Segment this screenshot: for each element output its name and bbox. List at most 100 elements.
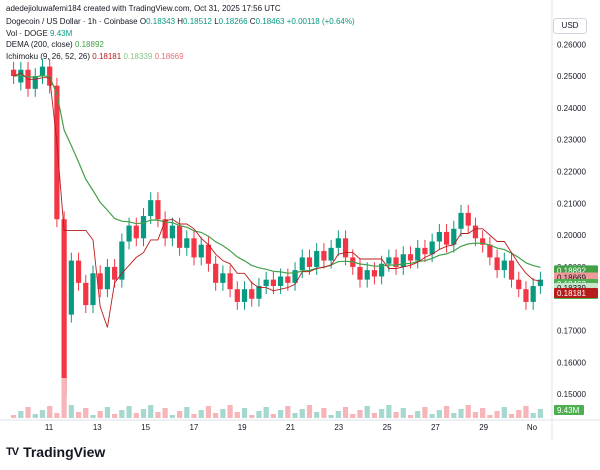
- candle-body: [155, 200, 161, 220]
- y-tick-label: 0.24000: [557, 104, 586, 113]
- volume-bar: [357, 410, 363, 418]
- ichimoku-value-3: 0.18669: [154, 51, 184, 61]
- y-tick-label: 0.23000: [557, 136, 586, 145]
- x-tick-label: 21: [286, 423, 295, 432]
- candle-body: [393, 257, 399, 267]
- candle-body: [537, 279, 543, 287]
- low-value: 0.18266: [218, 17, 248, 26]
- volume-bar: [256, 411, 262, 418]
- candle-body: [54, 85, 60, 220]
- candle-body: [314, 251, 320, 267]
- volume-label[interactable]: Vol · DOGE: [6, 28, 48, 38]
- candle-body: [184, 238, 190, 248]
- candle-body: [306, 257, 313, 267]
- volume-bar: [523, 406, 529, 418]
- x-tick-label: 29: [479, 423, 488, 432]
- candle-body: [371, 270, 378, 277]
- volume-bar: [32, 414, 38, 418]
- candle-body: [357, 266, 363, 280]
- candle-body: [299, 257, 305, 271]
- volume-bar: [227, 405, 233, 418]
- candle-body: [379, 263, 385, 277]
- volume-bar: [11, 415, 17, 418]
- candle-body: [422, 247, 428, 255]
- volume-bar: [54, 413, 60, 418]
- volume-bar: [306, 405, 313, 418]
- volume-bar: [18, 411, 24, 418]
- candle-body: [436, 231, 442, 242]
- candle-body: [386, 257, 392, 264]
- tradingview-logo-icon: TV: [6, 446, 19, 458]
- volume-bar: [415, 411, 421, 418]
- open-value: 0.18343: [146, 17, 176, 26]
- candle-body: [205, 244, 212, 264]
- y-tick-label: 0.15000: [557, 390, 586, 399]
- candle-body: [501, 260, 507, 271]
- volume-bar: [198, 410, 204, 418]
- volume-bar: [292, 413, 298, 418]
- ichimoku-value-2: 0.18339: [123, 51, 153, 61]
- candle-body: [11, 69, 17, 77]
- volume-bar: [205, 406, 212, 418]
- open-label: O: [139, 17, 147, 26]
- high-label: H: [177, 17, 184, 26]
- candle-body: [112, 266, 118, 280]
- x-tick-label: 11: [45, 423, 54, 432]
- volume-tag-label: 9.43M: [557, 406, 580, 415]
- volume-bar: [342, 407, 349, 418]
- candle-body: [220, 273, 226, 283]
- volume-bar: [90, 415, 96, 418]
- volume-bar: [249, 415, 255, 418]
- y-tick-label: 0.22000: [557, 168, 586, 177]
- volume-bar: [429, 414, 435, 418]
- candle-body: [169, 225, 175, 239]
- candle-body: [335, 238, 341, 248]
- volume-bar: [530, 413, 536, 418]
- ichimoku-label[interactable]: Ichimoku (9, 26, 52, 26): [6, 51, 91, 61]
- volume-bar: [47, 406, 53, 418]
- volume-bar: [379, 409, 385, 418]
- candle-body: [487, 244, 493, 258]
- candle-body: [263, 279, 269, 287]
- candle-body: [47, 66, 53, 86]
- volume-bar: [263, 407, 269, 418]
- volume-bar: [443, 406, 450, 418]
- candle-body: [198, 244, 204, 258]
- candle-body: [90, 273, 96, 306]
- watermark-header: adedejioluwafemi184 created with Trading…: [6, 4, 281, 13]
- high-value: 0.18512: [183, 17, 212, 26]
- candle-body: [191, 238, 197, 258]
- volume-bar: [364, 406, 370, 418]
- y-tick-label: 0.21000: [557, 199, 586, 208]
- volume-bar: [176, 411, 183, 418]
- candle-body: [342, 238, 349, 258]
- volume-bar: [537, 409, 543, 418]
- candle-body: [451, 228, 457, 245]
- volume-bar: [213, 413, 219, 418]
- dema-label[interactable]: DEMA (200, close): [6, 40, 73, 49]
- volume-bar: [299, 409, 305, 418]
- x-tick-label: 13: [93, 423, 102, 432]
- price-tag-label: 0.18181: [557, 289, 586, 298]
- volume-bar: [39, 410, 46, 418]
- volume-bar: [465, 405, 471, 418]
- candle-body: [176, 225, 183, 248]
- volume-bar: [162, 408, 168, 418]
- symbol-name[interactable]: Dogecoin / US Dollar · 1h · Coinbase: [6, 17, 138, 26]
- candle-body: [321, 251, 327, 261]
- candle-body: [32, 76, 38, 89]
- candle-body: [61, 219, 67, 395]
- volume-bar: [472, 412, 479, 418]
- candle-body: [126, 225, 132, 242]
- candle-body: [400, 254, 406, 267]
- price-tag-label: 0.18892: [557, 266, 586, 275]
- currency-button[interactable]: USD: [553, 18, 587, 34]
- candle-body: [285, 276, 291, 283]
- candle-body: [39, 66, 46, 77]
- y-tick-label: 0.17000: [557, 327, 586, 336]
- y-tick-label: 0.20000: [557, 231, 586, 240]
- volume-bar: [97, 411, 103, 418]
- candle-body: [292, 270, 298, 283]
- volume-tag: [554, 405, 584, 415]
